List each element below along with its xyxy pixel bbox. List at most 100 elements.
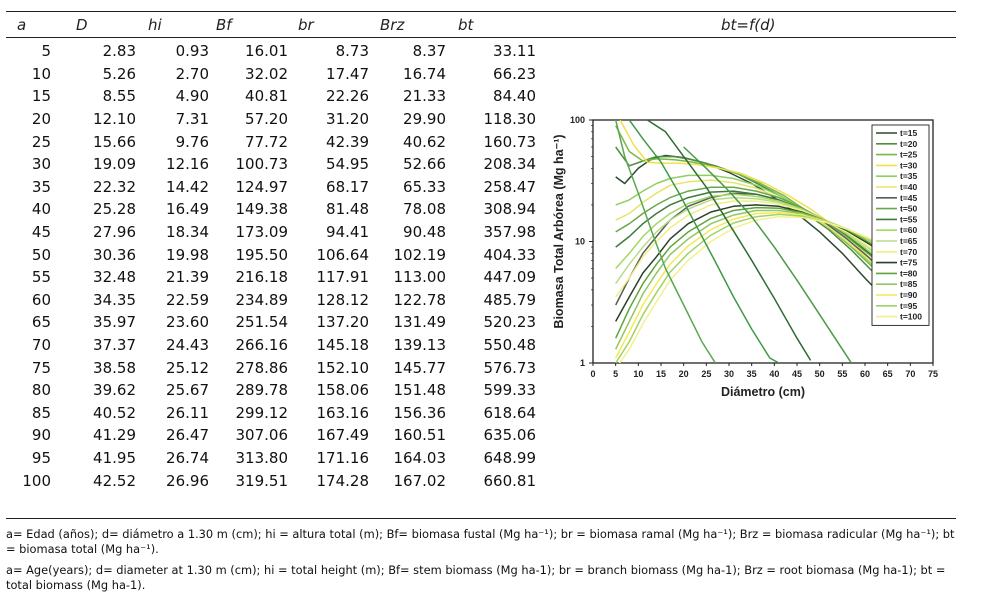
series-line-extra-18 — [614, 120, 717, 363]
cell-br: 54.95 — [326, 155, 369, 174]
cell-bt: 33.11 — [493, 42, 536, 61]
cell-d: 19.09 — [93, 155, 136, 174]
cell-br: 106.64 — [316, 245, 370, 264]
cell-a: 15 — [31, 87, 51, 106]
cell-a: 55 — [31, 268, 51, 287]
x-tick-label: 65 — [883, 369, 893, 379]
series-line-t15 — [615, 154, 889, 303]
footnote-spanish: a= Edad (años); d= diámetro a 1.30 m (cm… — [6, 527, 955, 556]
cell-a: 10 — [31, 64, 51, 83]
series-group — [614, 120, 911, 363]
cell-hi: 25.12 — [166, 358, 209, 377]
cell-a: 90 — [31, 426, 51, 445]
series-line-t25 — [615, 125, 902, 298]
cell-br: 17.47 — [326, 64, 369, 83]
table-bottom-rule — [6, 518, 956, 519]
legend-label: t=100 — [900, 312, 922, 322]
legend-label: t=60 — [900, 225, 918, 235]
cell-hi: 21.39 — [166, 268, 209, 287]
cell-bt: 485.79 — [483, 290, 537, 309]
x-tick-label: 70 — [905, 369, 915, 379]
cell-a: 80 — [31, 381, 51, 400]
table-row: 10 5.26 2.70 32.02 17.47 16.74 66.23 — [8, 63, 538, 86]
cell-a: 30 — [31, 155, 51, 174]
x-tick-label: 45 — [792, 369, 802, 379]
cell-brz: 8.37 — [412, 42, 446, 61]
table-row: 100 42.52 26.96 319.51 174.28 167.02 660.81 — [8, 469, 538, 492]
table-row: 60 34.35 22.59 234.89 128.12 122.78 485.79 — [8, 289, 538, 312]
legend-label: t=20 — [900, 139, 918, 149]
x-tick-label: 30 — [724, 369, 734, 379]
cell-a: 20 — [31, 110, 51, 129]
cell-bf: 40.81 — [245, 87, 288, 106]
table-row: 25 15.66 9.76 77.72 42.39 40.62 160.73 — [8, 130, 538, 153]
cell-hi: 7.31 — [175, 110, 209, 129]
table-row: 45 27.96 18.34 173.09 94.41 90.48 357.98 — [8, 221, 538, 244]
cell-bt: 84.40 — [493, 87, 536, 106]
col-header-br: br — [298, 16, 314, 34]
x-axis-label: Diámetro (cm) — [721, 385, 805, 399]
cell-br: 42.39 — [326, 132, 369, 151]
x-tick-label: 50 — [815, 369, 825, 379]
cell-br: 128.12 — [316, 290, 370, 309]
col-header-bf: Bf — [216, 16, 232, 34]
cell-hi: 16.49 — [166, 200, 209, 219]
cell-bt: 404.33 — [483, 245, 537, 264]
cell-d: 8.55 — [102, 87, 136, 106]
cell-d: 40.52 — [93, 403, 136, 422]
table-row: 80 39.62 25.67 289.78 158.06 151.48 599.33 — [8, 379, 538, 402]
cell-a: 40 — [31, 200, 51, 219]
cell-br: 137.20 — [316, 313, 370, 332]
cell-a: 95 — [31, 448, 51, 467]
cell-d: 30.36 — [93, 245, 136, 264]
legend-label: t=55 — [900, 214, 918, 224]
x-tick-label: 55 — [837, 369, 847, 379]
cell-brz: 16.74 — [403, 64, 446, 83]
cell-bt: 447.09 — [483, 268, 537, 287]
legend-box — [871, 124, 930, 326]
series-line-extra-21 — [683, 146, 853, 363]
legend-label: t=50 — [900, 204, 918, 214]
y-tick-label: 10 — [575, 237, 585, 247]
cell-br: 117.91 — [316, 268, 370, 287]
y-tick-label: 1 — [580, 358, 585, 368]
cell-d: 15.66 — [93, 132, 136, 151]
table-row: 85 40.52 26.11 299.12 163.16 156.36 618.64 — [8, 402, 538, 425]
cell-bt: 118.30 — [483, 110, 537, 129]
series-line-t40 — [615, 179, 893, 285]
legend-label: t=45 — [900, 193, 918, 203]
cell-a: 65 — [31, 313, 51, 332]
cell-bf: 124.97 — [235, 177, 289, 196]
col-header-brz: Brz — [380, 16, 405, 34]
cell-br: 31.20 — [326, 110, 369, 129]
y-axis-label: Biomasa Total Arbórea (Mg ha⁻¹) — [552, 134, 566, 328]
col-header-hi: hi — [148, 16, 162, 34]
cell-d: 35.97 — [93, 313, 136, 332]
cell-bf: 307.06 — [235, 426, 289, 445]
cell-brz: 113.00 — [393, 268, 447, 287]
cell-brz: 160.51 — [393, 426, 447, 445]
legend-label: t=15 — [900, 128, 918, 138]
cell-d: 12.10 — [93, 110, 136, 129]
cell-brz: 29.90 — [403, 110, 446, 129]
col-header-d: D — [76, 16, 88, 34]
cell-d: 41.29 — [93, 426, 136, 445]
x-tick-label: 60 — [860, 369, 870, 379]
series-line-t75 — [615, 204, 911, 322]
legend-label: t=25 — [900, 150, 918, 160]
cell-d: 41.95 — [93, 448, 136, 467]
legend-label: t=35 — [900, 171, 918, 181]
cell-brz: 65.33 — [403, 177, 446, 196]
cell-bt: 576.73 — [483, 358, 537, 377]
cell-br: 163.16 — [316, 403, 370, 422]
cell-hi: 18.34 — [166, 223, 209, 242]
biomass-chart: 0 5 10 15 20 25 30 35 40 45 50 55 60 65 70 75 1 10 100 Diám… — [552, 115, 938, 399]
cell-hi: 9.76 — [175, 132, 209, 151]
cell-hi: 25.67 — [166, 381, 209, 400]
cell-br: 167.49 — [316, 426, 370, 445]
table-row: 65 35.97 23.60 251.54 137.20 131.49 520.23 — [8, 311, 538, 334]
cell-hi: 0.93 — [175, 42, 209, 61]
legend-label: t=30 — [900, 160, 918, 170]
cell-hi: 12.16 — [166, 155, 209, 174]
legend-label: t=95 — [900, 301, 918, 311]
